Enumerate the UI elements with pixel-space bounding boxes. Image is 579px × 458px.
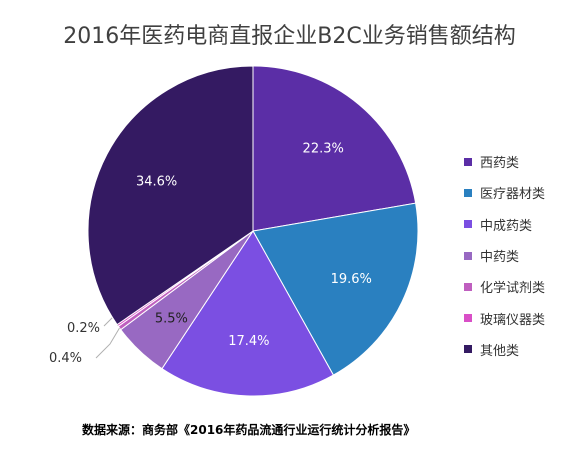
legend-swatch (464, 282, 472, 291)
legend-label: 其他类 (480, 343, 520, 359)
data-source-note: 数据来源：商务部《2016年药品流通行业运行统计分析报告》 (82, 423, 416, 437)
pie-slice-7 (87, 65, 254, 326)
legend-item-5: 化学试剂类 (464, 271, 545, 302)
legend-item-6: 玻璃仪器类 (464, 302, 545, 333)
legend-label: 西药类 (480, 156, 520, 172)
slice-label-1: 22.3% (303, 142, 344, 157)
legend-label: 玻璃仪器类 (480, 312, 546, 328)
chart-title: 2016年医药电商直报企业B2C业务销售额结构 (63, 24, 516, 49)
slice-label-6: 0.2% (67, 321, 100, 336)
legend-swatch (464, 345, 472, 354)
pie-slice-1 (252, 65, 417, 232)
legend-item-2: 医疗器材类 (464, 177, 545, 208)
slice-label-5: 0.4% (49, 351, 82, 366)
legend-item-1: 西药类 (464, 146, 545, 177)
legend-swatch (464, 314, 472, 323)
legend-swatch (464, 157, 472, 166)
legend-swatch (464, 251, 472, 260)
legend-swatch (464, 220, 472, 229)
slice-label-4: 5.5% (155, 311, 188, 326)
chart-legend: 西药类医疗器材类中成药类中药类化学试剂类玻璃仪器类其他类 (464, 146, 545, 365)
legend-label: 中成药类 (480, 218, 533, 234)
legend-label: 医疗器材类 (480, 187, 546, 203)
legend-label: 化学试剂类 (480, 281, 546, 297)
pie-slice-3 (161, 230, 335, 397)
legend-label: 中药类 (480, 250, 520, 266)
slice-label-7: 34.6% (136, 174, 177, 189)
slice-label-3: 17.4% (228, 334, 269, 349)
legend-item-3: 中成药类 (464, 209, 545, 240)
slice-label-2: 19.6% (331, 272, 372, 287)
pie-slice-2 (252, 202, 419, 376)
legend-item-7: 其他类 (464, 334, 545, 365)
legend-item-4: 中药类 (464, 240, 545, 271)
leader-line-5 (95, 327, 120, 359)
legend-swatch (464, 188, 472, 197)
